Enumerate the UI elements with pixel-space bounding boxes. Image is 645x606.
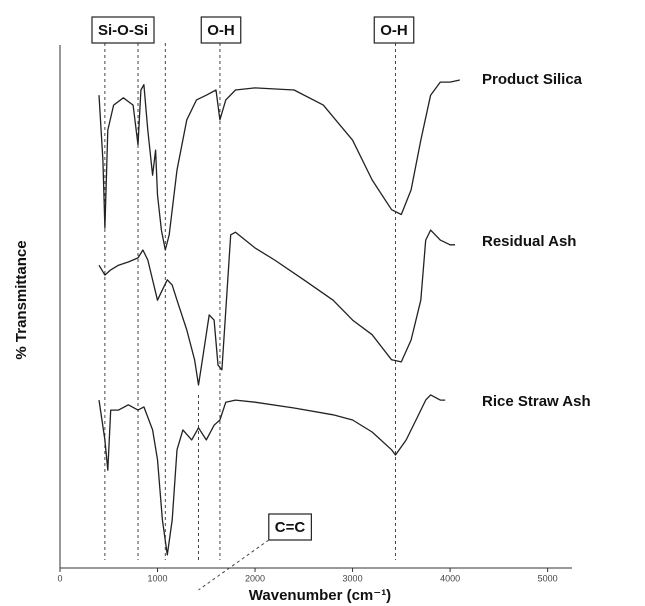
x-tick-label: 0: [57, 573, 62, 583]
annotation-label: Si-O-Si: [98, 22, 148, 39]
series-line: [98, 394, 446, 556]
annotation-box: [268, 513, 312, 541]
x-tick-label: 2000: [245, 573, 265, 583]
y-axis-title: % Transmittance: [13, 240, 30, 359]
series-label: Residual Ash: [482, 233, 576, 250]
annotation-box: [91, 16, 155, 44]
annotation-label: O-H: [207, 22, 235, 39]
series-line: [98, 229, 455, 386]
x-tick-label: 3000: [343, 573, 363, 583]
x-tick-label: 4000: [440, 573, 460, 583]
x-tick-label: 5000: [538, 573, 558, 583]
series-label: Rice Straw Ash: [482, 393, 591, 410]
annotation-box: [200, 16, 242, 44]
series-line: [98, 79, 460, 251]
annotation-leader: [198, 539, 270, 591]
x-axis-title: Wavenumber (cm⁻¹): [249, 587, 391, 604]
annotation-box: [373, 16, 415, 44]
x-tick-label: 1000: [148, 573, 168, 583]
series-label: Product Silica: [482, 71, 583, 88]
annotation-label: C=C: [275, 519, 306, 536]
annotation-label: O-H: [380, 22, 408, 39]
